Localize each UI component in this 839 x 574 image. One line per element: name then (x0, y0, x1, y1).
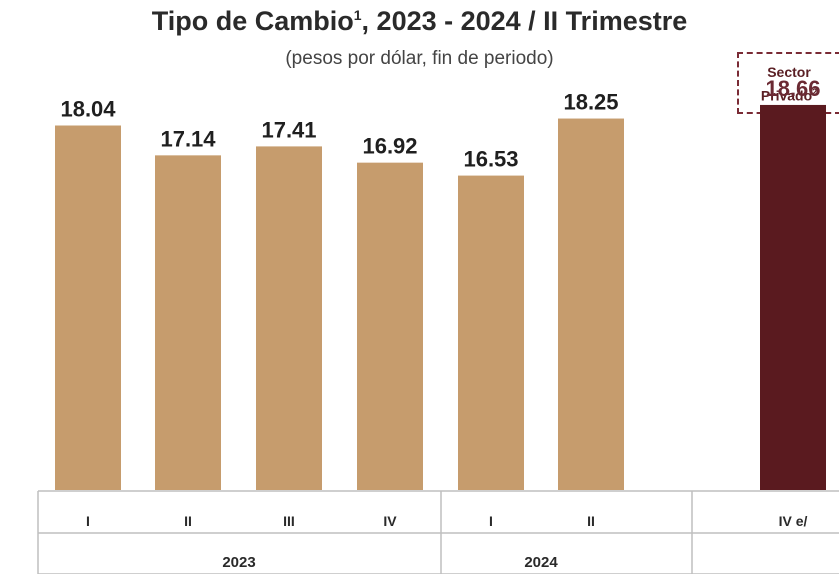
bar-value-label: 18.04 (60, 97, 116, 122)
x-tick-label: III (283, 513, 295, 529)
bar-value-label: 18.66 (765, 76, 820, 101)
bar (155, 155, 221, 491)
sector-box-line1: Sector (767, 64, 811, 80)
bar (256, 146, 322, 490)
x-tick-label: II (184, 513, 192, 529)
bar-value-label: 16.53 (463, 147, 518, 172)
bar (458, 175, 524, 491)
sector-box-line2: Privado2 (760, 87, 818, 104)
x-group-label: 2024 (524, 554, 558, 571)
x-tick-label: I (86, 513, 90, 529)
bar-value-label: 18.25 (563, 90, 618, 115)
forecast-bar (760, 104, 826, 490)
chart-title: Tipo de Cambio1, 2023 - 2024 / II Trimes… (151, 6, 688, 36)
x-group-label: 2023 (222, 554, 255, 571)
bar (55, 125, 121, 490)
bar-value-label: 16.92 (362, 134, 417, 159)
x-tick-label: II (587, 513, 595, 529)
bar (558, 118, 624, 490)
bar-value-label: 17.41 (261, 117, 316, 142)
bar-value-label: 17.14 (160, 126, 216, 151)
bar (357, 162, 423, 490)
chart-subtitle: (pesos por dólar, fin de periodo) (285, 48, 554, 69)
x-tick-label: I (489, 513, 493, 529)
x-tick-label: IV (383, 513, 397, 529)
x-tick-label: IV e/ (779, 513, 808, 529)
